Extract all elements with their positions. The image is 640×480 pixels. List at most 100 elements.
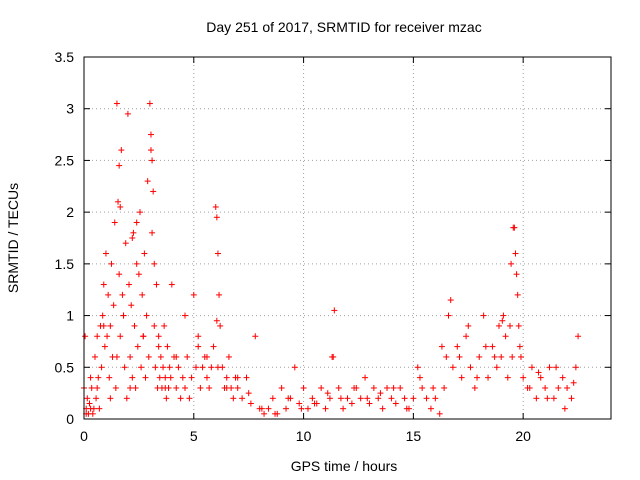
data-point (397, 384, 404, 391)
data-point (508, 260, 515, 267)
data-point (528, 364, 535, 371)
data-point (357, 395, 364, 402)
data-point (423, 395, 430, 402)
data-point (128, 302, 135, 309)
x-tick-label: 20 (515, 428, 531, 444)
y-tick-label: 2 (66, 204, 74, 220)
data-point (145, 353, 152, 360)
data-point (500, 312, 507, 319)
data-point (348, 400, 355, 407)
data-point (195, 343, 202, 350)
data-point (157, 353, 164, 360)
data-point (443, 353, 450, 360)
data-point (146, 100, 153, 107)
data-point (247, 400, 254, 407)
y-tick-label: 1 (66, 308, 74, 324)
data-point (139, 291, 146, 298)
data-point (474, 374, 481, 381)
data-point (208, 364, 215, 371)
data-point (149, 229, 156, 236)
data-point (214, 364, 221, 371)
data-point (510, 224, 517, 231)
data-points (81, 100, 582, 417)
data-point (195, 333, 202, 340)
data-point (89, 410, 96, 417)
data-point (102, 250, 109, 257)
y-tick-label: 0 (66, 411, 74, 427)
data-point (155, 333, 162, 340)
data-point (516, 343, 523, 350)
plot-frame (83, 56, 612, 420)
data-point (388, 395, 395, 402)
data-point (140, 333, 147, 340)
data-point (351, 384, 358, 391)
data-point (482, 343, 489, 350)
data-point (100, 281, 107, 288)
data-point (564, 384, 571, 391)
data-point (512, 250, 519, 257)
data-point (509, 353, 516, 360)
data-point (489, 343, 496, 350)
data-point (117, 333, 124, 340)
data-point (105, 291, 112, 298)
data-point (438, 343, 445, 350)
y-tick-label: 0.5 (55, 359, 75, 375)
data-point (111, 219, 118, 226)
data-point (304, 405, 311, 412)
gridlines (84, 57, 611, 419)
data-point (298, 405, 305, 412)
data-point (340, 405, 347, 412)
data-point (502, 333, 509, 340)
data-point (129, 235, 136, 241)
data-point (493, 364, 500, 371)
data-point (463, 333, 470, 340)
y-tick-label: 3.5 (55, 49, 75, 65)
data-point (230, 395, 237, 402)
data-point (309, 395, 316, 402)
x-axis-label: GPS time / hours (291, 458, 398, 474)
data-point (480, 312, 487, 319)
data-point (127, 384, 134, 391)
data-point (173, 353, 180, 360)
data-point (555, 384, 562, 391)
data-point (514, 291, 521, 298)
data-point (88, 384, 95, 391)
data-point (119, 291, 126, 298)
data-point (542, 384, 549, 391)
data-point (223, 384, 230, 391)
data-point (213, 214, 220, 221)
data-point (203, 374, 210, 381)
data-point (123, 395, 130, 402)
data-point (133, 260, 140, 267)
data-point (366, 400, 373, 407)
data-point (110, 302, 117, 309)
data-point (465, 322, 472, 329)
chart-title: Day 251 of 2017, SRMTID for receiver mza… (206, 19, 481, 35)
data-point (107, 395, 114, 402)
data-point (94, 384, 101, 391)
data-point (184, 353, 191, 360)
data-point (216, 291, 223, 298)
data-point (133, 219, 140, 226)
data-point (129, 374, 136, 381)
data-point (377, 390, 384, 397)
data-point (147, 147, 154, 154)
data-point (192, 364, 199, 371)
data-point (570, 379, 577, 386)
data-point (143, 312, 150, 319)
data-point (217, 322, 224, 329)
data-point (91, 353, 98, 360)
data-point (513, 271, 520, 278)
y-tick-label: 3 (66, 101, 74, 117)
data-point (403, 405, 410, 412)
axis-ticks: 0 0.5 1 1.5 2 2.5 3 3.5 0 5 10 15 20 (55, 49, 611, 444)
data-point (553, 364, 560, 371)
data-point (506, 322, 513, 329)
data-point (95, 374, 102, 381)
data-point (559, 374, 566, 381)
data-point (135, 271, 142, 278)
x-tick-label: 5 (190, 428, 198, 444)
data-point (537, 374, 544, 381)
data-point (173, 384, 180, 391)
